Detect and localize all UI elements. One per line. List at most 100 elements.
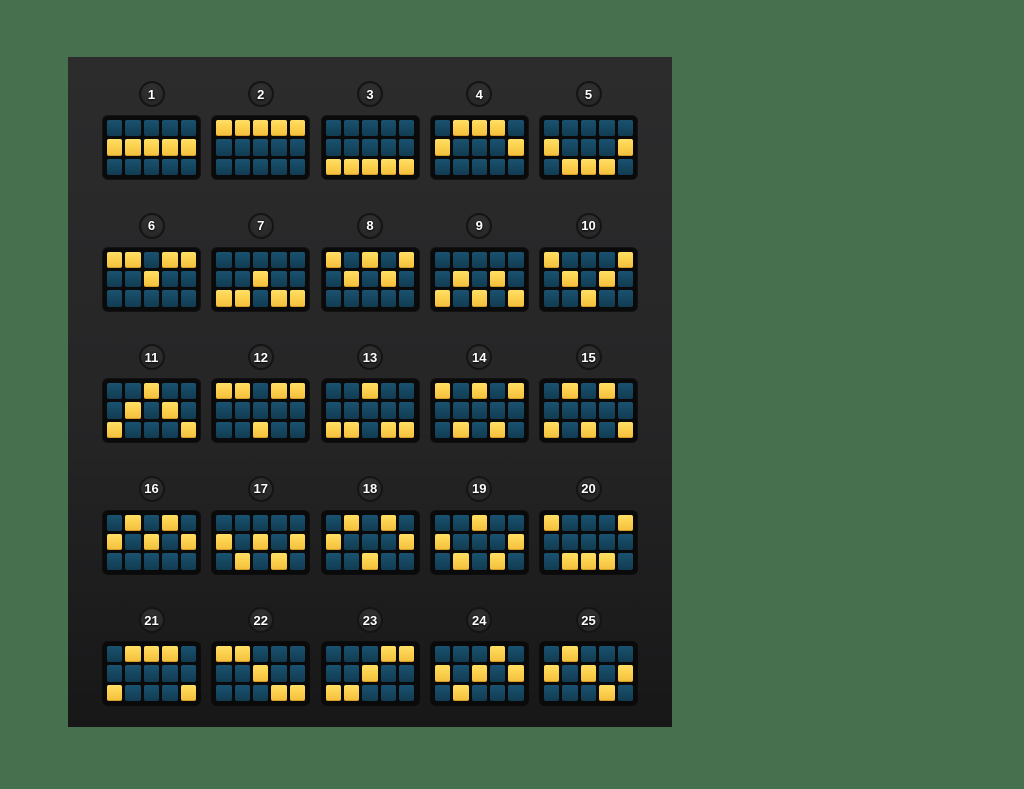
payline-cell-off (325, 270, 341, 288)
payline-cell-off (289, 665, 306, 682)
payline-cell-off (125, 553, 141, 570)
payline-cell-off (508, 514, 524, 531)
payline-cell-off (362, 270, 378, 288)
payline-cell-on (107, 684, 123, 701)
payline-cell-on (289, 533, 306, 551)
payline-cell-on (489, 270, 506, 288)
payline-cell-off (399, 120, 415, 137)
payline-cell-off (562, 120, 578, 137)
payline-cell-on (380, 421, 397, 438)
payline-cell-off (216, 514, 232, 531)
payline-cell-off (580, 383, 597, 400)
payline-cell-off (253, 251, 269, 268)
payline-group-17: 17 (212, 475, 310, 574)
payline-cell-off (399, 665, 415, 682)
payline-cell-off (380, 383, 397, 400)
payline-cell-on (125, 402, 141, 419)
paylines-panel: 1 2 3 4 5 6 7 8 9 10 11 12 13 14 15 16 17 18 19 20 21 22 23 24 2… (68, 57, 672, 727)
payline-cell-on (562, 270, 578, 288)
payline-cell-off (562, 402, 578, 419)
payline-number: 4 (475, 86, 483, 102)
payline-cell-off (562, 514, 578, 531)
payline-cell-off (271, 158, 287, 175)
payline-pattern-tile (103, 116, 200, 179)
payline-pattern-tile (103, 247, 200, 311)
payline-cell-off (489, 514, 506, 531)
payline-pattern-tile (212, 642, 310, 705)
payline-cell-off (271, 421, 287, 438)
payline-cell-off (471, 553, 487, 570)
payline-group-7: 7 (212, 212, 310, 311)
payline-cell-off (325, 553, 341, 570)
payline-cell-on (489, 646, 506, 663)
payline-number-badge: 10 (575, 212, 602, 239)
payline-cell-off (162, 158, 178, 175)
payline-cell-on (599, 684, 615, 701)
payline-cell-off (180, 553, 196, 570)
payline-cell-off (434, 402, 451, 419)
payline-cell-off (234, 514, 251, 531)
payline-cell-off (380, 665, 397, 682)
payline-cell-on (380, 646, 397, 663)
payline-cell-off (180, 383, 196, 400)
payline-group-23: 23 (321, 607, 419, 705)
payline-number-badge: 6 (138, 212, 165, 239)
payline-cell-off (125, 290, 141, 307)
payline-number: 5 (584, 86, 593, 102)
payline-cell-off (216, 665, 232, 682)
payline-cell-off (162, 665, 178, 682)
payline-cell-off (544, 646, 560, 663)
payline-cell-off (434, 646, 451, 663)
payline-group-25: 25 (540, 607, 637, 705)
payline-number-badge: 21 (138, 607, 165, 633)
payline-cell-on (271, 684, 287, 701)
payline-cell-on (216, 290, 232, 307)
payline-cell-off (471, 270, 487, 288)
payline-cell-off (580, 120, 597, 137)
payline-cell-off (489, 402, 506, 419)
payline-number: 23 (362, 612, 378, 628)
payline-cell-off (434, 270, 451, 288)
payline-cell-on (143, 270, 160, 288)
payline-cell-on (562, 553, 578, 570)
payline-cell-off (617, 290, 633, 307)
payline-cell-off (380, 553, 397, 570)
payline-cell-off (617, 402, 633, 419)
payline-group-1: 1 (103, 81, 200, 179)
payline-number-badge: 16 (138, 475, 165, 502)
payline-cell-on (325, 158, 341, 175)
payline-cell-on (107, 533, 123, 551)
payline-cell-on (325, 421, 341, 438)
payline-number: 6 (147, 218, 156, 233)
payline-cell-on (125, 139, 141, 156)
payline-cell-off (453, 290, 469, 307)
payline-cell-off (343, 553, 360, 570)
payline-cell-on (125, 251, 141, 268)
payline-cell-off (216, 139, 232, 156)
payline-cell-off (508, 251, 524, 268)
payline-cell-off (434, 251, 451, 268)
payline-cell-off (343, 383, 360, 400)
payline-cell-on (234, 120, 251, 137)
payline-cell-off (162, 120, 178, 137)
payline-cell-off (599, 421, 615, 438)
payline-cell-on (399, 421, 415, 438)
payline-cell-on (471, 290, 487, 307)
payline-cell-off (508, 402, 524, 419)
payline-cell-off (544, 402, 560, 419)
payline-cell-off (471, 421, 487, 438)
payline-cell-on (362, 665, 378, 682)
payline-group-12: 12 (212, 344, 310, 442)
payline-cell-off (617, 120, 633, 137)
payline-cell-on (471, 665, 487, 682)
payline-cell-off (216, 158, 232, 175)
payline-pattern-tile (321, 116, 419, 179)
payline-row: 6 7 8 9 10 (103, 212, 637, 311)
payline-cell-on (617, 251, 633, 268)
payline-cell-on (253, 120, 269, 137)
payline-cell-off (162, 533, 178, 551)
payline-cell-off (271, 270, 287, 288)
payline-cell-off (453, 383, 469, 400)
payline-cell-off (253, 383, 269, 400)
payline-cell-off (325, 120, 341, 137)
